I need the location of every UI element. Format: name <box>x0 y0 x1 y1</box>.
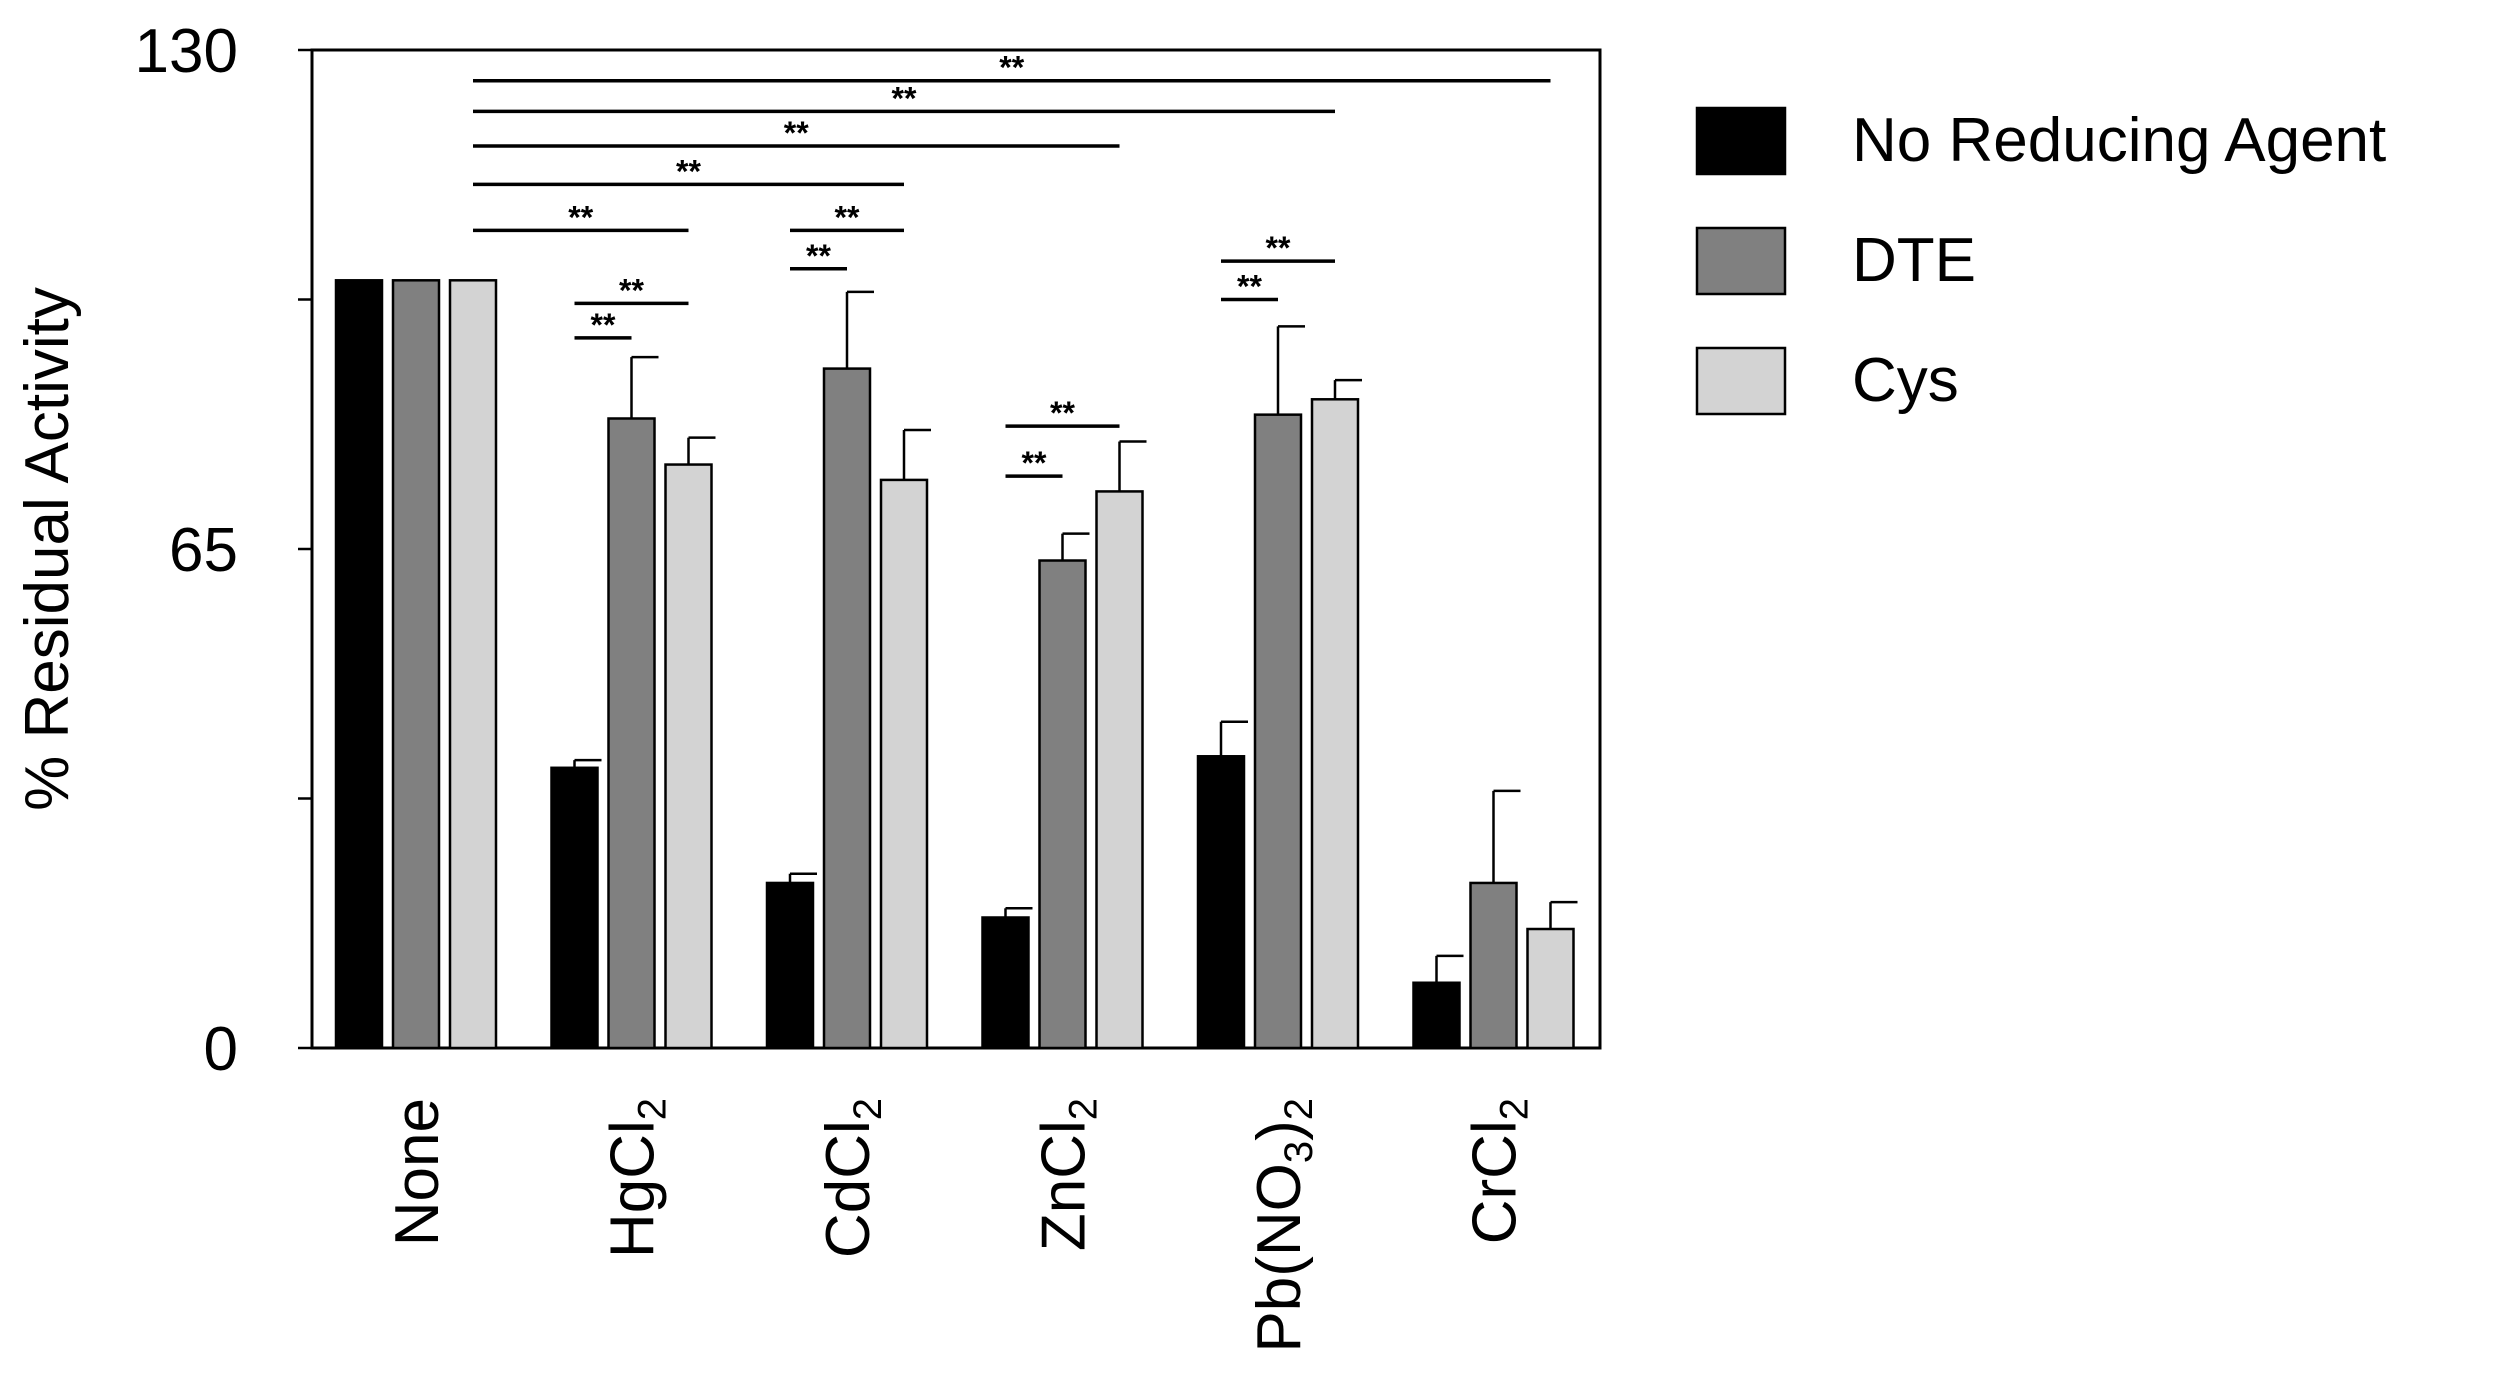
significance-brackets: ************************** <box>473 50 1551 481</box>
category-label-text: ) <box>1245 1120 1314 1141</box>
legend-swatch <box>1695 226 1787 296</box>
y-tick-label: 0 <box>204 1015 238 1084</box>
significance-label: ** <box>591 307 616 343</box>
significance-label: ** <box>1266 230 1291 266</box>
category-label-text: CrCl <box>1461 1120 1530 1244</box>
bar-no-reducing-agent-crcl2 <box>1412 981 1461 1050</box>
significance-label: ** <box>892 80 917 116</box>
significance-label: ** <box>568 199 593 235</box>
bar-no-reducing-agent-none <box>334 279 384 1050</box>
significance-label: ** <box>1022 445 1047 481</box>
category-label-subscript: 2 <box>1062 1098 1106 1120</box>
bar-cys-cdcl2 <box>879 478 929 1050</box>
bar-no-reducing-agent-hgcl2 <box>550 766 599 1050</box>
category-label-subscript: 3 <box>1277 1141 1321 1163</box>
significance-label: ** <box>806 238 831 274</box>
bar-dte-pb(no3)2 <box>1253 413 1303 1050</box>
legend-swatch <box>1695 106 1787 176</box>
y-axis-label: % Residual Activity <box>13 287 82 811</box>
category-label-text: HgCl <box>599 1120 668 1258</box>
bar-dte-none <box>391 279 441 1050</box>
category-label-subscript: 2 <box>1493 1098 1537 1120</box>
bars <box>334 279 1578 1050</box>
category-label-text: ZnCl <box>1030 1120 1099 1251</box>
significance-label: ** <box>835 199 860 235</box>
x-category-label: None <box>383 1098 452 1246</box>
legend-label: Cys <box>1852 346 1959 415</box>
legend-swatch <box>1695 346 1787 416</box>
bar-cys-crcl2 <box>1526 927 1575 1050</box>
significance-label: ** <box>676 153 701 189</box>
legend: No Reducing Agent DTE Cys <box>1695 106 2386 416</box>
significance-label: ** <box>1050 395 1075 431</box>
category-label-subscript: 2 <box>846 1098 890 1120</box>
bar-dte-zncl2 <box>1038 559 1087 1050</box>
x-category-label: ZnCl2 <box>1030 1098 1106 1251</box>
y-tick-label: 130 <box>135 17 238 86</box>
category-label-text: Pb(NO <box>1245 1163 1314 1352</box>
bar-dte-crcl2 <box>1469 881 1518 1050</box>
bar-no-reducing-agent-zncl2 <box>981 916 1030 1050</box>
y-tick-label: 65 <box>169 516 238 585</box>
significance-label: ** <box>784 115 809 151</box>
bar-cys-hgcl2 <box>664 463 713 1050</box>
legend-label: DTE <box>1852 226 1976 295</box>
bar-dte-hgcl2 <box>607 417 656 1050</box>
legend-label: No Reducing Agent <box>1852 106 2386 175</box>
x-category-label: CrCl2 <box>1461 1098 1537 1244</box>
category-label-text: CdCl <box>814 1120 883 1258</box>
x-category-label: HgCl2 <box>599 1098 675 1258</box>
bar-cys-pb(no3)2 <box>1310 398 1360 1050</box>
x-category-label: Pb(NO3)2 <box>1245 1098 1321 1353</box>
significance-label: ** <box>619 272 644 308</box>
category-label-subscript: 2 <box>1277 1098 1321 1120</box>
significance-label: ** <box>999 50 1024 86</box>
category-label-subscript: 2 <box>631 1098 675 1120</box>
bar-dte-cdcl2 <box>822 367 872 1050</box>
x-category-label: CdCl2 <box>814 1098 890 1258</box>
category-label-text: None <box>383 1098 452 1246</box>
bar-cys-none <box>448 279 498 1050</box>
significance-label: ** <box>1237 269 1262 305</box>
bar-cys-zncl2 <box>1095 490 1144 1050</box>
bar-no-reducing-agent-pb(no3)2 <box>1196 755 1246 1050</box>
bar-no-reducing-agent-cdcl2 <box>765 881 815 1050</box>
